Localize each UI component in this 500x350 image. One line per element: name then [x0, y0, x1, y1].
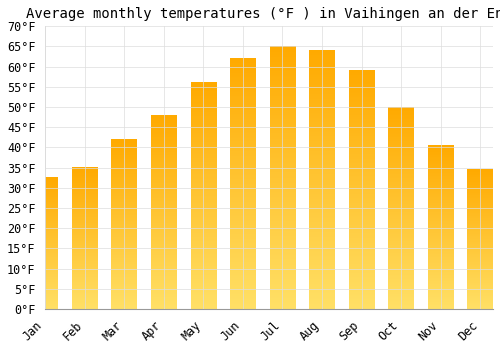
Title: Average monthly temperatures (°F ) in Vaihingen an der Enz: Average monthly temperatures (°F ) in Va…	[26, 7, 500, 21]
